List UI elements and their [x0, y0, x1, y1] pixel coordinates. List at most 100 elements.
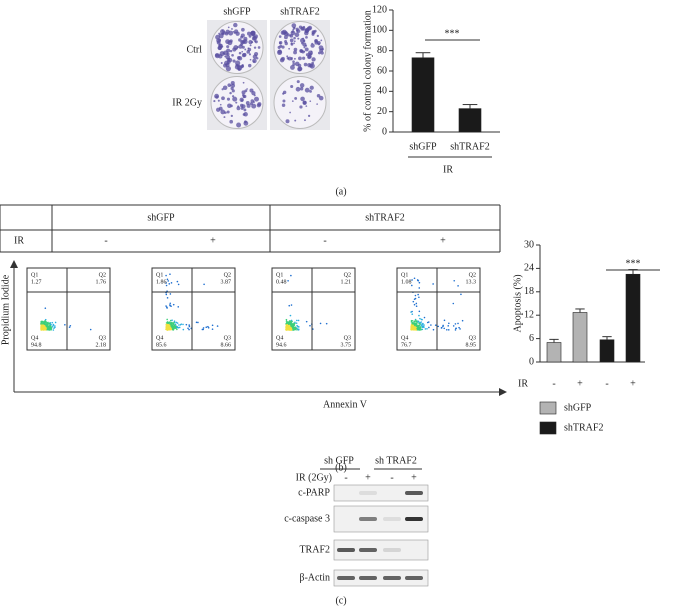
quadrant-name: Q3	[224, 335, 231, 341]
event	[216, 325, 219, 327]
event	[166, 278, 169, 281]
colony	[294, 96, 298, 100]
event	[297, 319, 300, 322]
colony	[288, 47, 291, 50]
event	[169, 293, 172, 295]
colony	[293, 57, 296, 60]
x-tick-label: shTRAF2	[450, 141, 489, 152]
colony	[235, 31, 240, 36]
colony	[248, 34, 252, 38]
event	[170, 321, 173, 324]
event	[296, 324, 298, 327]
event	[165, 274, 167, 277]
event	[420, 321, 422, 323]
event	[288, 304, 291, 307]
quadrant-name: Q1	[156, 272, 163, 278]
y-tick-label: 24	[524, 263, 534, 274]
event	[287, 322, 290, 324]
event	[48, 328, 51, 331]
y-tick-label: 40	[377, 86, 387, 97]
caption: (c)	[335, 595, 346, 606]
event	[52, 323, 55, 326]
event	[461, 319, 464, 322]
colony	[243, 108, 247, 112]
event	[168, 328, 171, 330]
event	[428, 326, 430, 329]
colony	[225, 29, 230, 34]
colony	[226, 57, 231, 62]
x-tick-label: -	[552, 378, 555, 389]
colony	[242, 81, 245, 84]
colony	[252, 101, 255, 104]
error-bar	[575, 308, 585, 313]
blot	[333, 484, 429, 502]
colony	[304, 47, 309, 52]
event	[44, 307, 47, 310]
error-bar	[602, 336, 612, 340]
event	[442, 324, 444, 327]
row-label: IR	[14, 235, 24, 246]
event	[419, 327, 422, 329]
quadrant-name: Q4	[276, 335, 283, 341]
colony	[298, 56, 302, 61]
event	[420, 318, 423, 321]
event	[51, 325, 54, 328]
event	[294, 322, 296, 325]
condition: +	[210, 235, 216, 246]
event	[411, 279, 413, 281]
colony	[246, 88, 248, 90]
colony	[243, 94, 247, 99]
quadrant-value: 3.75	[341, 342, 352, 348]
legend-label: shGFP	[564, 402, 592, 413]
event	[172, 328, 174, 331]
colony	[222, 52, 225, 55]
event	[177, 306, 180, 308]
event	[410, 311, 412, 313]
colony	[231, 95, 235, 98]
event	[170, 305, 172, 307]
colony	[233, 22, 238, 28]
colony	[220, 61, 223, 64]
event	[437, 325, 440, 328]
colony	[304, 44, 308, 47]
quadrant-name: Q4	[156, 335, 163, 341]
event	[44, 323, 46, 326]
quadrant-value: 1.76	[96, 279, 107, 285]
colony	[294, 32, 300, 38]
event	[40, 323, 42, 325]
event	[418, 281, 421, 284]
colony	[227, 83, 232, 88]
event	[410, 321, 413, 323]
event	[457, 285, 459, 287]
event	[309, 324, 311, 327]
quadrant-name: Q2	[224, 272, 231, 278]
event	[457, 322, 459, 325]
x-tick-label: +	[577, 378, 583, 389]
colony	[279, 57, 285, 63]
colony	[241, 50, 244, 53]
colony	[310, 50, 313, 53]
colony	[300, 26, 305, 31]
blot-frame	[333, 569, 429, 587]
event	[45, 328, 47, 330]
event	[432, 283, 434, 285]
event	[51, 321, 54, 324]
event	[167, 323, 169, 326]
quadrant-value: 1.08	[401, 279, 412, 285]
y-tick-label: 120	[372, 4, 387, 15]
plot-frame	[26, 267, 111, 351]
colony	[279, 41, 282, 45]
event	[44, 320, 47, 323]
event	[177, 283, 180, 286]
plot-frame	[271, 267, 356, 351]
bar	[546, 342, 562, 363]
colony	[243, 36, 248, 42]
colony	[243, 112, 248, 117]
event	[176, 280, 179, 283]
event	[448, 322, 450, 325]
colony	[226, 110, 230, 114]
condition: +	[440, 235, 446, 246]
event	[165, 284, 168, 287]
event	[169, 302, 172, 305]
event	[445, 328, 448, 331]
